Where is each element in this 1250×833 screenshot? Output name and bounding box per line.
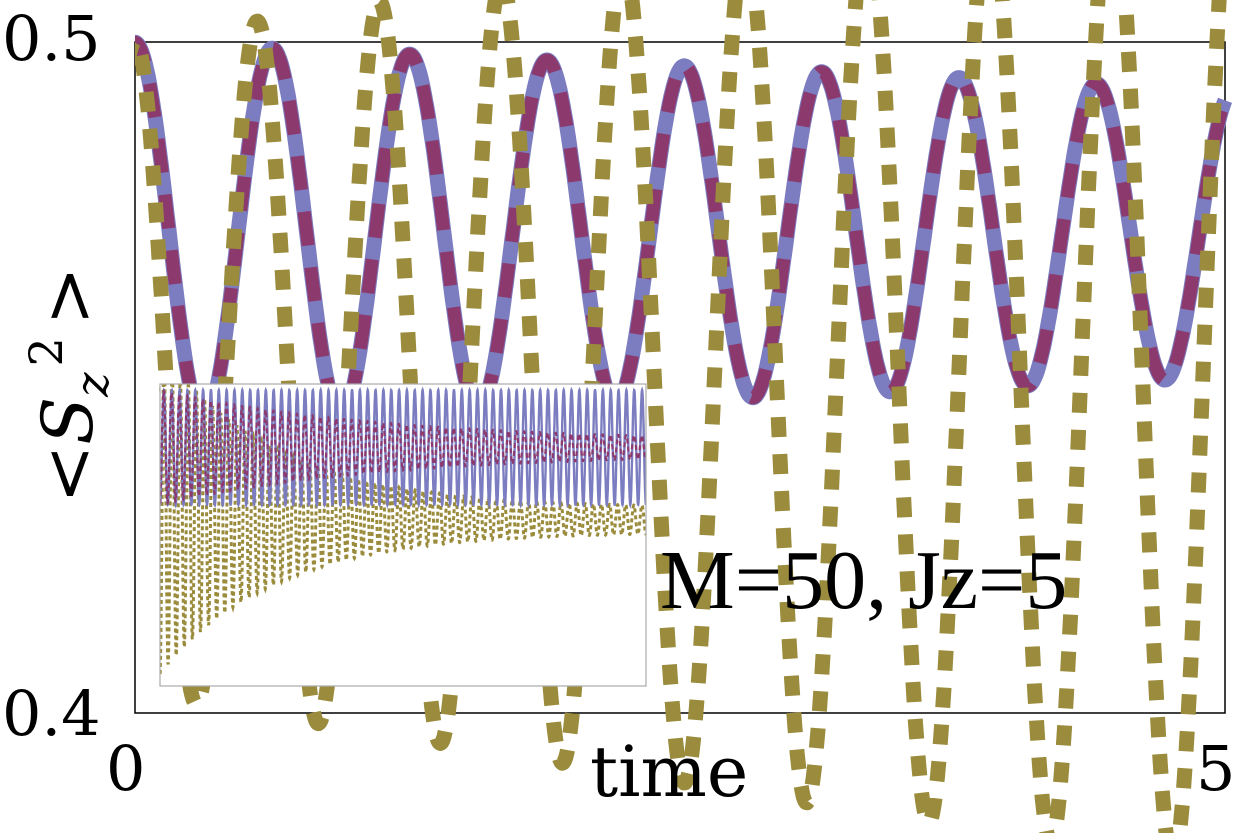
y-tick-label-top: 0.5 [2,2,101,75]
y-axis-title: <Sz 2 > [19,267,119,504]
y-axis-title-sub: z [65,372,119,398]
y-axis-title-close: > [27,267,109,326]
series-line-approx-dashed [135,35,1232,428]
y-tick-label-bottom: 0.4 [2,677,101,750]
parameter-annotation: M=50, Jz=5 [660,534,1067,627]
inset-series-group [160,384,646,675]
y-axis-title-var: S [27,397,109,445]
x-tick-label-right: 5 [1196,732,1235,805]
svg-text:<Sz2>: <Sz 2 > [19,267,119,504]
inset-line-dashed-long-time [160,388,646,506]
main-series-group [135,0,1233,833]
y-axis-title-open: < [27,445,109,504]
x-tick-label-left: 0 [106,732,145,805]
series-line-approx-dotted [135,0,1227,833]
inset-frame [159,383,647,687]
x-axis-title: time [590,731,748,813]
y-axis-title-sup: 2 [19,337,73,366]
